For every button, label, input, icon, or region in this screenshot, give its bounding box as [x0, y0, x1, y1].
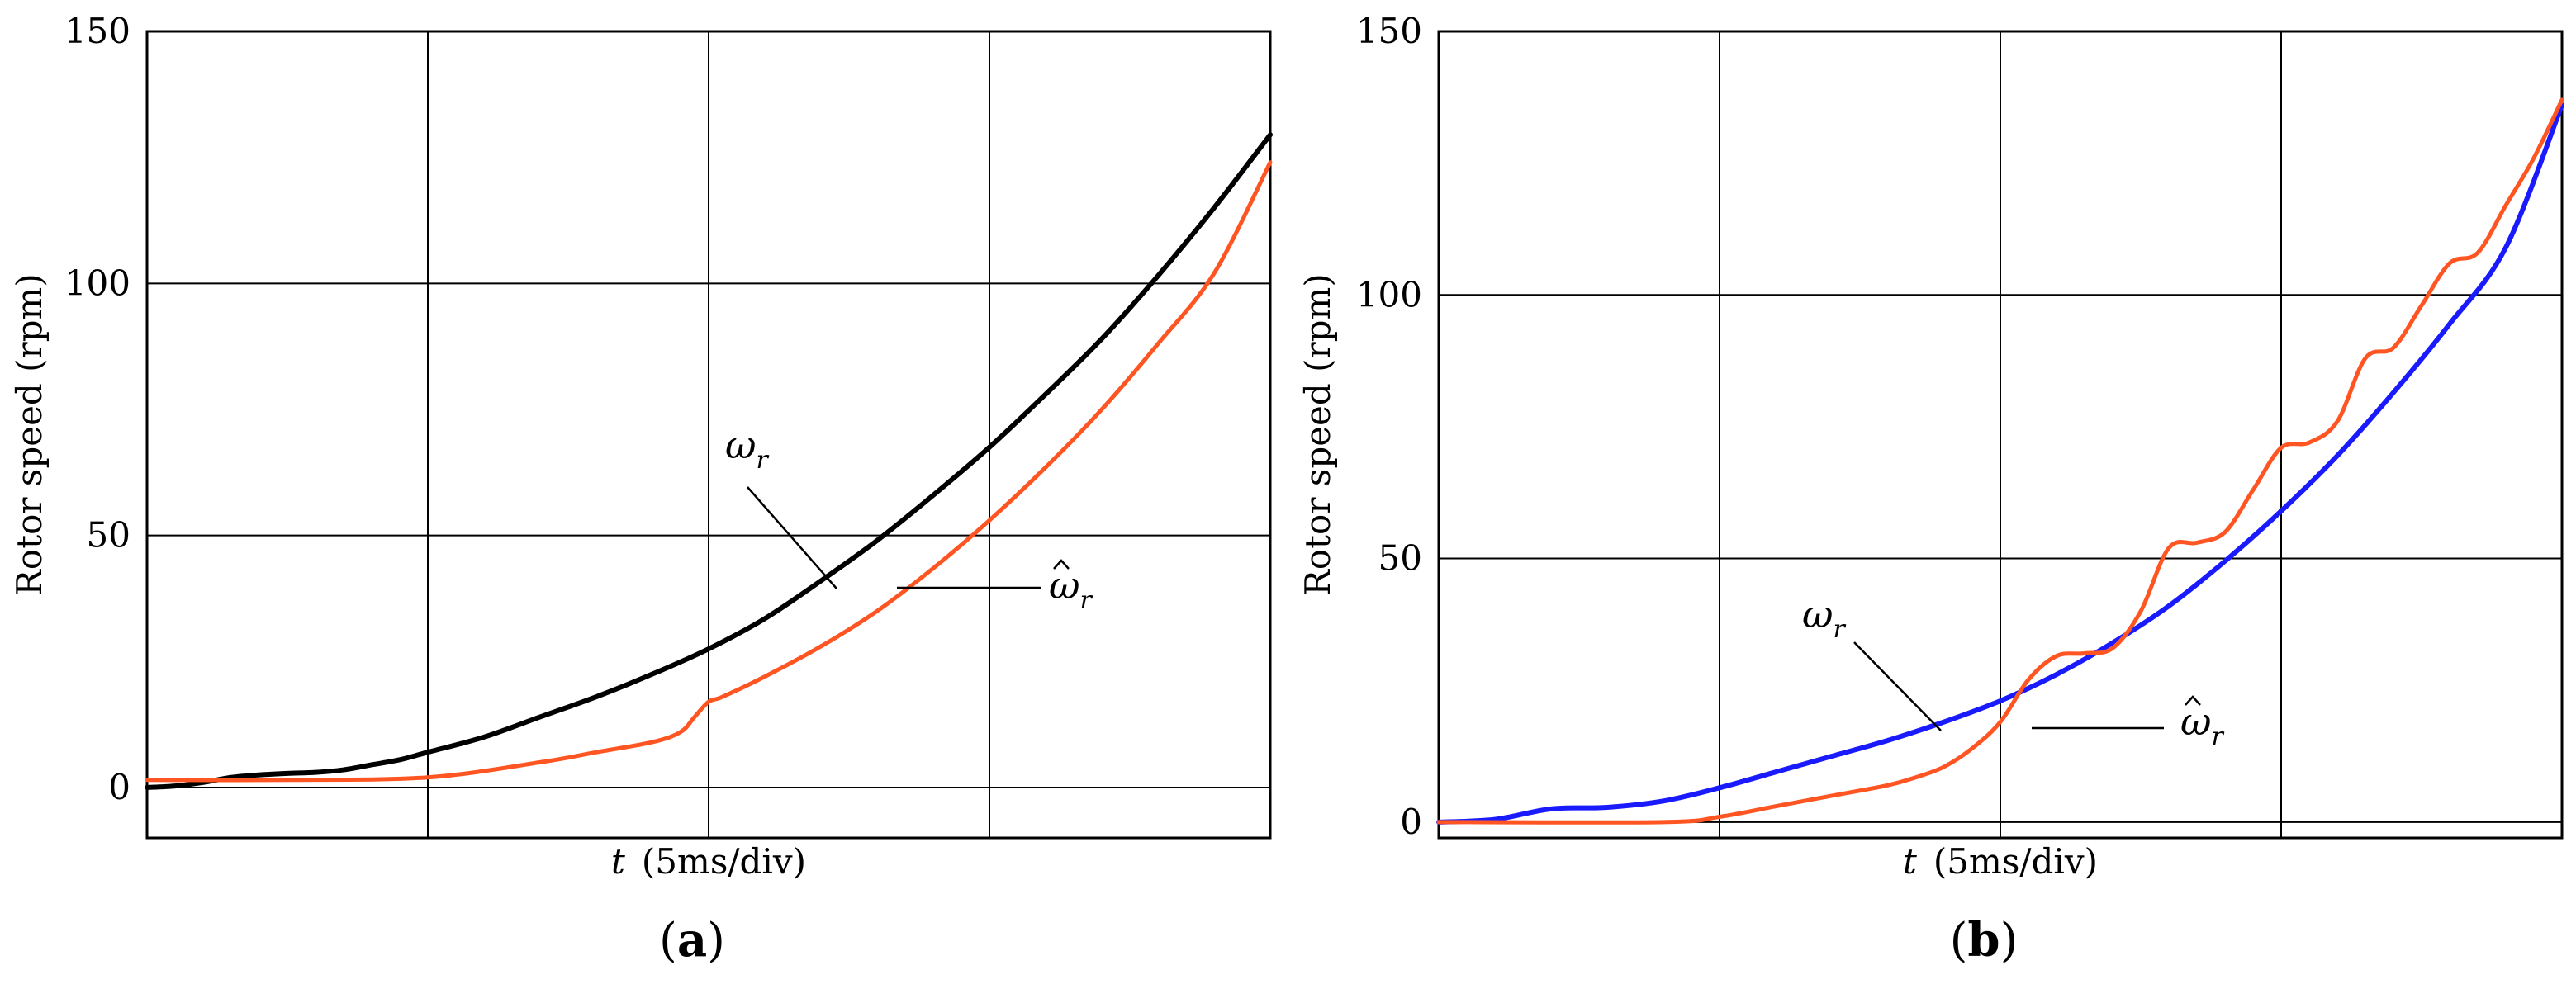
hat-accent: [2185, 695, 2201, 706]
y-tick-label: 150: [1356, 11, 1422, 51]
panel-a: 0 50 100 150 Rotor speed (rpm) t (5ms/div) (a) ω…: [9, 11, 1273, 967]
y-tick-label: 50: [1378, 538, 1422, 579]
hat-accent: [1053, 559, 1070, 570]
annotation-actual-speed: ωr: [725, 423, 770, 475]
plot-frame: [1437, 30, 2564, 840]
series-line-actual-speed: [145, 132, 1273, 790]
series-line-actual-speed: [1436, 102, 2564, 825]
y-tick-label: 50: [87, 515, 130, 556]
y-tick-label: 100: [64, 263, 130, 303]
x-axis-variable: t: [1903, 841, 1917, 882]
annotation-leader-actual: [747, 486, 837, 589]
y-tick-label: 0: [1400, 802, 1422, 842]
annotation-leader-actual: [1853, 641, 1942, 731]
y-tick-label: 0: [108, 767, 130, 807]
panel-letter: b: [1967, 913, 2000, 967]
y-tick-label: 150: [64, 11, 130, 51]
panel-label: (a): [659, 913, 725, 967]
panel-b: 0 50 100 150 Rotor speed (rpm) t (5ms/div) (b) ω…: [1297, 11, 2564, 967]
y-axis-title: Rotor speed (rpm): [1297, 273, 1338, 595]
series-line-estimated-speed: [145, 160, 1273, 783]
y-tick-label: 100: [1356, 274, 1422, 315]
x-axis-title: t (5ms/div): [611, 841, 806, 882]
x-axis-unit: (5ms/div): [642, 841, 806, 882]
x-axis-unit: (5ms/div): [1933, 841, 2098, 882]
panel-letter: a: [677, 913, 707, 967]
panel-label: (b): [1950, 913, 2019, 967]
series-line-estimated-speed: [1436, 97, 2564, 825]
annotation-actual-speed: ωr: [1802, 592, 1847, 644]
annotation-estimated-speed: ωr: [2180, 699, 2225, 751]
x-axis-title: t (5ms/div): [1903, 841, 2098, 882]
y-axis-title: Rotor speed (rpm): [9, 273, 50, 595]
annotation-estimated-speed: ωr: [1049, 563, 1093, 615]
x-axis-variable: t: [611, 841, 625, 882]
plot-frame: [145, 30, 1272, 840]
